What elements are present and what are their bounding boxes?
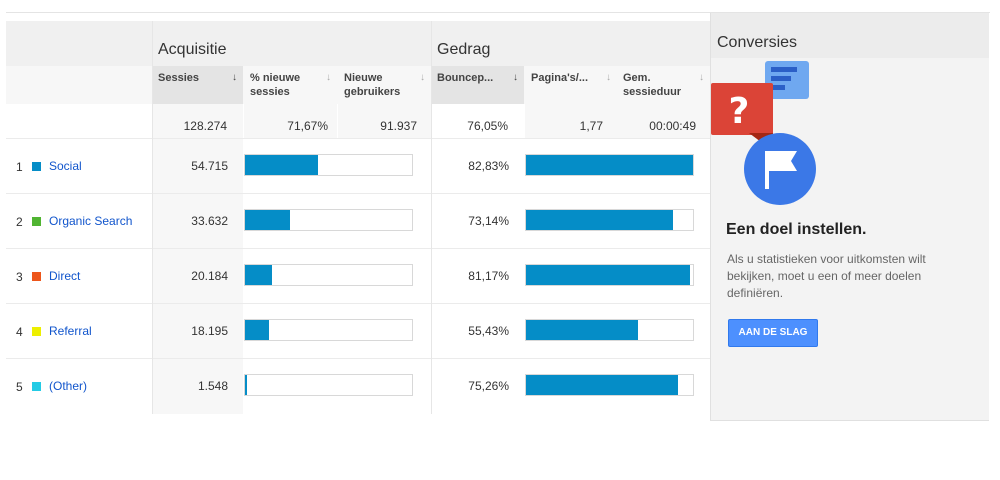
sessions-share-bar (244, 319, 413, 341)
column-divider (152, 21, 153, 414)
sessions-value: 18.195 (191, 324, 228, 338)
channel-link[interactable]: (Other) (49, 379, 88, 393)
sessions-share-fill (245, 320, 269, 340)
row-rank: 2 (16, 215, 23, 229)
table-row: 1 Social 54.715 82,83% (6, 138, 710, 193)
bounce-rate-bar (525, 264, 694, 286)
channel-link[interactable]: Direct (49, 269, 81, 283)
bounce-rate-fill (526, 375, 678, 395)
bounce-rate-value: 55,43% (468, 324, 509, 338)
table-row: 2 Organic Search 33.632 73,14% (6, 193, 710, 248)
group-header-row: Acquisitie Gedrag (6, 21, 710, 66)
bounce-rate-bar (525, 209, 694, 231)
channel-link[interactable]: Social (49, 159, 82, 173)
sort-icon[interactable]: ↓ (420, 72, 425, 83)
total-new-sessions: 71,67% (244, 104, 337, 138)
bounce-rate-value: 81,17% (468, 269, 509, 283)
bounce-rate-fill (526, 320, 638, 340)
bounce-rate-bar (525, 319, 694, 341)
sort-icon[interactable]: ↓ (606, 72, 611, 83)
channel-color-swatch (32, 272, 41, 281)
channel-color-swatch (32, 382, 41, 391)
sessions-share-bar (244, 209, 413, 231)
channel-link[interactable]: Organic Search (49, 214, 133, 228)
group-behavior: Gedrag (437, 41, 491, 58)
total-sessions: 128.274 (152, 104, 243, 138)
sort-icon[interactable]: ↓ (513, 72, 518, 83)
sessions-share-bar (244, 264, 413, 286)
total-bounce-rate: 76,05% (467, 119, 508, 133)
sessions-value: 1.548 (197, 379, 228, 393)
bounce-rate-value: 75,26% (468, 379, 509, 393)
group-conversions: Conversies (717, 34, 798, 51)
col-header-sessions[interactable]: Sessies ↓ (152, 66, 243, 104)
sessions-share-bar (244, 154, 413, 176)
svg-text:?: ? (729, 91, 750, 132)
col-header-new-users[interactable]: Nieuwe gebruikers ↓ (344, 72, 425, 98)
sessions-value: 33.632 (191, 214, 228, 228)
sort-icon[interactable]: ↓ (699, 72, 704, 83)
bounce-rate-fill (526, 210, 673, 230)
sessions-value: 54.715 (191, 159, 228, 173)
bounce-rate-fill (526, 155, 693, 175)
sessions-value: 20.184 (191, 269, 228, 283)
group-acquisition: Acquisitie (158, 41, 227, 58)
top-border (6, 12, 990, 13)
channel-link[interactable]: Referral (49, 324, 92, 338)
sessions-share-fill (245, 375, 247, 395)
col-header-bounce-rate[interactable]: Bouncep... ↓ (431, 66, 524, 104)
bounce-rate-bar (525, 154, 694, 176)
bounce-rate-value: 82,83% (468, 159, 509, 173)
sort-icon[interactable]: ↓ (326, 72, 331, 83)
sessions-share-fill (245, 155, 318, 175)
conversions-panel: Conversies ? Een doel instellen. Als u s… (710, 13, 989, 421)
conversions-header: Conversies (711, 13, 989, 58)
channel-color-swatch (32, 162, 41, 171)
sort-desc-icon[interactable]: ↓ (232, 72, 237, 83)
metric-header-row: Sessies ↓ % nieuwe sessies ↓ Nieuwe gebr… (6, 66, 710, 104)
total-avg-duration: 00:00:49 (617, 104, 710, 138)
sessions-share-fill (245, 210, 290, 230)
col-header-new-sessions[interactable]: % nieuwe sessies ↓ (250, 72, 331, 98)
goal-flag-question-icon: ? (711, 61, 816, 205)
sessions-share-bar (244, 374, 413, 396)
sessions-column-shade (152, 138, 243, 414)
get-started-button[interactable]: AAN DE SLAG (728, 319, 818, 347)
sessions-share-fill (245, 265, 272, 285)
bounce-rate-bar (525, 374, 694, 396)
channel-color-swatch (32, 327, 41, 336)
bounce-rate-fill (526, 265, 690, 285)
row-rank: 3 (16, 270, 23, 284)
table-row: 5 (Other) 1.548 75,26% (6, 358, 710, 413)
table-row: 4 Referral 18.195 55,43% (6, 303, 710, 358)
channel-report-table: Acquisitie Gedrag Sessies ↓ % nieuwe ses… (6, 21, 710, 421)
total-new-users: 91.937 (338, 104, 431, 138)
totals-row: 128.274 71,67% 91.937 76,05% 1,77 00:00:… (6, 104, 710, 138)
goal-description: Als u statistieken voor uitkomsten wilt … (727, 252, 926, 300)
row-rank: 4 (16, 325, 23, 339)
total-pages-per-session: 1,77 (525, 104, 617, 138)
bounce-rate-value: 73,14% (468, 214, 509, 228)
channel-color-swatch (32, 217, 41, 226)
column-divider (431, 21, 432, 414)
col-header-pages-per-session[interactable]: Pagina's/... ↓ (531, 72, 611, 84)
row-rank: 1 (16, 160, 23, 174)
goal-title: Een doel instellen. (726, 221, 867, 238)
table-row: 3 Direct 20.184 81,17% (6, 248, 710, 303)
col-header-avg-duration[interactable]: Gem. sessieduur ↓ (623, 72, 704, 98)
row-rank: 5 (16, 380, 23, 394)
